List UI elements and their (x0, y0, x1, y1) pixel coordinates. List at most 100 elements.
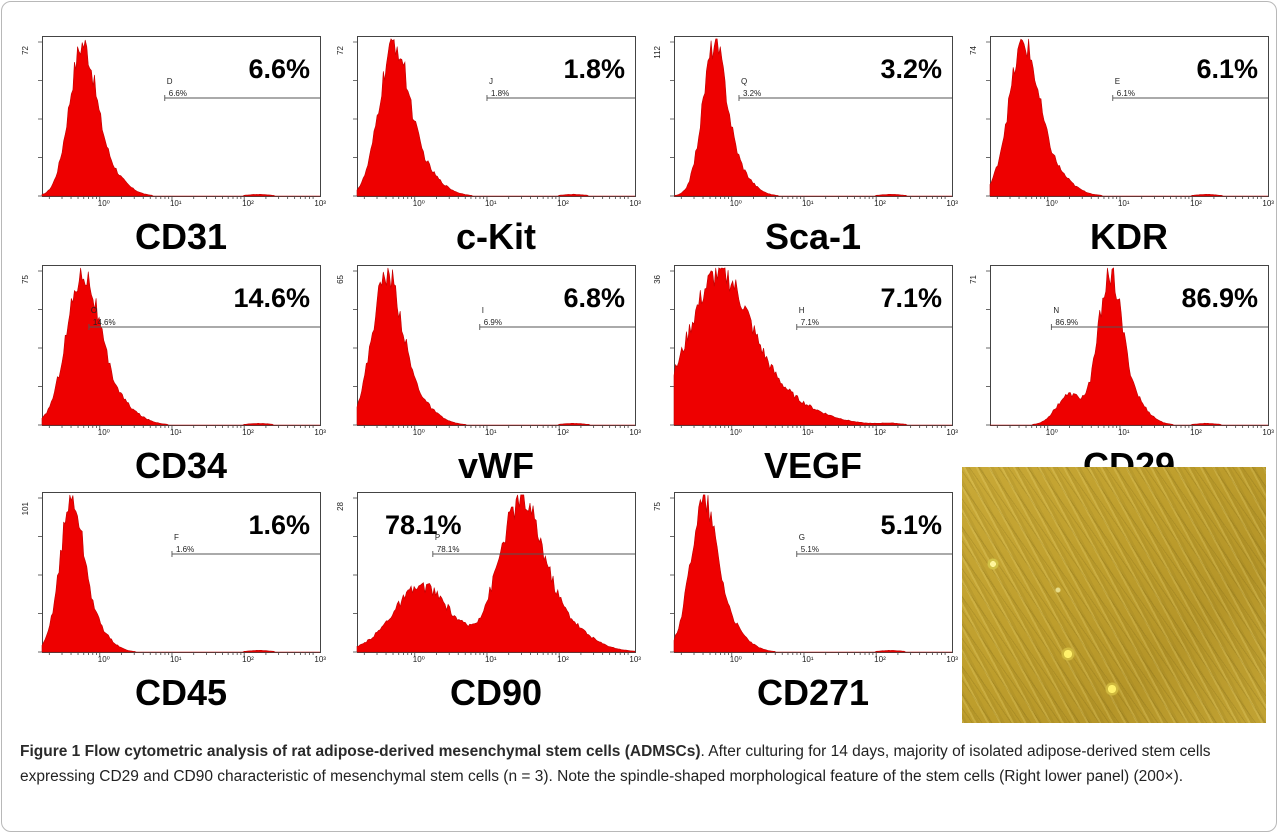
x-tick-label: 10⁰ (730, 199, 742, 208)
marker-name: vWF (458, 445, 534, 486)
x-tick-label: 10² (1190, 199, 1202, 208)
x-tick-label: 10³ (946, 655, 958, 664)
histogram-panel-vegf: 10⁰ 10¹ 10² 10³ 36 H 7.1% 7.1% VEGF (653, 265, 962, 486)
histogram-area (990, 267, 1268, 426)
y-max-label: 65 (336, 274, 345, 283)
marker-name: VEGF (764, 445, 862, 486)
x-tick-label: 10² (874, 199, 886, 208)
x-tick-label: 10² (557, 199, 569, 208)
x-tick-label: 10³ (1262, 428, 1274, 437)
marker-name: CD45 (135, 672, 227, 713)
x-tick-label: 10² (874, 428, 886, 437)
marker-name: CD31 (135, 216, 227, 257)
histogram-panel-kdr: 10⁰ 10¹ 10² 10³ 74 E 6.1% 6.1% KDR (969, 36, 1276, 257)
gate-percent-label: 1.6% (176, 545, 194, 554)
gate-letter: J (489, 77, 493, 86)
x-tick-label: 10³ (629, 655, 641, 664)
x-tick-label: 10⁰ (413, 428, 425, 437)
plot-frame (990, 265, 1269, 426)
y-max-label: 75 (21, 274, 30, 283)
x-tick-label: 10⁰ (413, 655, 425, 664)
marker-name: KDR (1090, 216, 1168, 257)
y-max-label: 36 (653, 274, 662, 283)
x-tick-label: 10³ (629, 199, 641, 208)
marker-name: c-Kit (456, 216, 536, 257)
histogram-area (41, 267, 320, 426)
histogram-panel-cd29: 10⁰ 10¹ 10² 10³ 71 N 86.9% 86.9% CD29 (969, 265, 1276, 486)
histogram-area (673, 267, 952, 426)
gate-letter: Q (741, 77, 747, 86)
percent-label: 6.1% (1196, 54, 1258, 84)
x-tick-label: 10¹ (802, 655, 814, 664)
y-max-label: 28 (336, 501, 345, 510)
histogram-panel-cd31: 10⁰ 10¹ 10² 10³ 72 D 6.6% 6.6% CD31 (21, 36, 330, 257)
x-tick-label: 10³ (314, 199, 326, 208)
cell-culture-micrograph (962, 467, 1266, 723)
gate-percent-label: 1.8% (491, 89, 509, 98)
histogram-panel-cd34: 10⁰ 10¹ 10² 10³ 75 O 14.6% 14.6% CD34 (21, 265, 330, 486)
figure-caption: Figure 1 Flow cytometric analysis of rat… (20, 740, 1264, 789)
histogram-panel-cd271: 10⁰ 10¹ 10² 10³ 75 G 5.1% 5.1% CD271 (653, 492, 962, 713)
x-tick-label: 10¹ (802, 428, 814, 437)
x-tick-label: 10¹ (170, 428, 182, 437)
x-tick-label: 10¹ (485, 199, 497, 208)
histogram-panel-sca-1: 10⁰ 10¹ 10² 10³ 112 Q 3.2% 3.2% Sca-1 (653, 36, 962, 257)
plot-frame (674, 36, 953, 197)
percent-label: 3.2% (880, 54, 942, 84)
gate-percent-label: 6.1% (1117, 89, 1135, 98)
plot-frame (357, 265, 636, 426)
y-max-label: 74 (969, 45, 978, 54)
y-max-label: 101 (21, 501, 30, 515)
gate-percent-label: 7.1% (801, 318, 819, 327)
x-tick-label: 10³ (314, 428, 326, 437)
histogram-panel-vwf: 10⁰ 10¹ 10² 10³ 65 I 6.9% 6.8% vWF (336, 265, 645, 486)
gate-letter: I (482, 306, 484, 315)
plot-frame (357, 492, 636, 653)
x-tick-label: 10³ (629, 428, 641, 437)
percent-label: 86.9% (1181, 283, 1258, 313)
gate-letter: D (167, 77, 173, 86)
x-tick-label: 10⁰ (98, 655, 110, 664)
x-tick-label: 10⁰ (730, 428, 742, 437)
y-max-label: 112 (653, 45, 662, 58)
percent-label: 1.6% (248, 510, 310, 540)
gate-percent-label: 6.6% (169, 89, 187, 98)
histogram-panel-c-kit: 10⁰ 10¹ 10² 10³ 72 J 1.8% 1.8% c-Kit (336, 36, 645, 257)
marker-name: CD34 (135, 445, 227, 486)
marker-name: Sca-1 (765, 216, 861, 257)
gate-percent-label: 78.1% (437, 545, 460, 554)
gate-percent-label: 86.9% (1055, 318, 1078, 327)
x-tick-label: 10⁰ (98, 199, 110, 208)
x-tick-label: 10³ (946, 199, 958, 208)
percent-label: 5.1% (880, 510, 942, 540)
histogram-area (673, 38, 952, 197)
percent-label: 6.8% (563, 283, 625, 313)
x-tick-label: 10³ (946, 428, 958, 437)
x-tick-label: 10⁰ (1046, 428, 1058, 437)
histogram-area (356, 38, 635, 197)
x-tick-label: 10¹ (170, 199, 182, 208)
gate-letter: G (799, 533, 805, 542)
histogram-panel-cd45: 10⁰ 10¹ 10² 10³ 101 F 1.6% 1.6% CD45 (21, 492, 330, 713)
gate-percent-label: 3.2% (743, 89, 761, 98)
gate-percent-label: 14.6% (93, 318, 116, 327)
x-tick-label: 10³ (314, 655, 326, 664)
marker-name: CD90 (450, 672, 542, 713)
x-tick-label: 10¹ (1118, 199, 1130, 208)
x-tick-label: 10⁰ (1046, 199, 1058, 208)
histogram-panel-cd90: 10⁰ 10¹ 10² 10³ 28 P 78.1% 78.1% CD90 (336, 492, 645, 713)
x-tick-label: 10³ (1262, 199, 1274, 208)
x-tick-label: 10¹ (802, 199, 814, 208)
plot-frame (990, 36, 1269, 197)
gate-letter: E (1115, 77, 1120, 86)
x-tick-label: 10¹ (485, 655, 497, 664)
plot-frame (357, 36, 636, 197)
x-tick-label: 10² (1190, 428, 1202, 437)
percent-label: 7.1% (880, 283, 942, 313)
y-max-label: 75 (653, 501, 662, 510)
caption-text: . After culturing for 14 days, majority … (20, 743, 1211, 785)
percent-label: 78.1% (385, 510, 462, 540)
x-tick-label: 10² (242, 199, 254, 208)
histogram-area (356, 267, 635, 426)
x-tick-label: 10⁰ (98, 428, 110, 437)
